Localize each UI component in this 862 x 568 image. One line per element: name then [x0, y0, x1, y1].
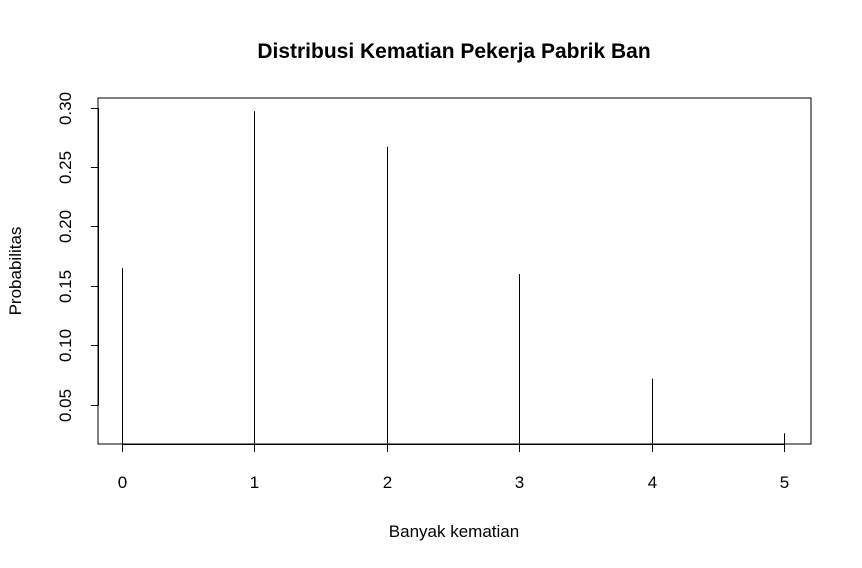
x-tick-label-4: 4: [648, 473, 657, 492]
x-axis: 0 1 2 3 4 5: [118, 444, 789, 492]
bar-series: [122, 111, 785, 444]
x-tick-label-3: 3: [515, 473, 524, 492]
y-tick-label-0.20: 0.20: [56, 210, 75, 243]
x-tick-label-1: 1: [250, 473, 259, 492]
y-tick-label-0.15: 0.15: [56, 270, 75, 303]
y-axis: 0.05 0.10 0.15 0.20 0.25 0.30: [56, 92, 99, 422]
y-tick-label-0.30: 0.30: [56, 92, 75, 125]
y-axis-label: Probabilitas: [6, 227, 25, 316]
y-tick-label-0.05: 0.05: [56, 389, 75, 422]
chart-title: Distribusi Kematian Pekerja Pabrik Ban: [257, 40, 650, 63]
x-axis-label: Banyak kematian: [389, 522, 519, 541]
plot-frame: [97, 97, 812, 445]
x-tick-label-5: 5: [780, 473, 789, 492]
x-tick-label-2: 2: [383, 473, 392, 492]
y-tick-label-0.25: 0.25: [56, 151, 75, 184]
y-tick-label-0.10: 0.10: [56, 329, 75, 362]
x-tick-label-0: 0: [118, 473, 127, 492]
